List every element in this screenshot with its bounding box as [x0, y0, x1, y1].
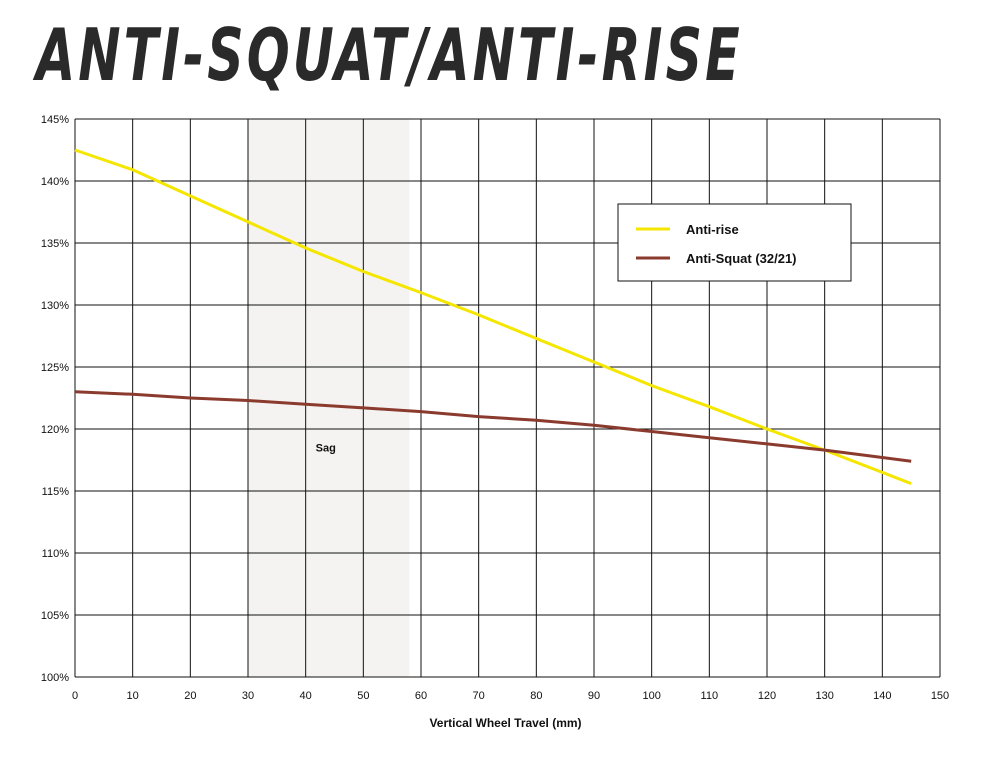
x-tick-label: 100	[642, 690, 660, 702]
y-tick-label: 120%	[41, 424, 69, 436]
x-tick-label: 80	[530, 690, 542, 702]
x-tick-label: 120	[758, 690, 776, 702]
x-tick-label: 150	[931, 690, 949, 702]
series-layer	[74, 148, 912, 485]
y-tick-label: 125%	[41, 362, 69, 374]
x-tick-label: 130	[815, 690, 833, 702]
x-tick-label: 90	[588, 690, 600, 702]
x-tick-label: 70	[473, 690, 485, 702]
y-tick-label: 105%	[41, 610, 69, 622]
tick-layer: 0 10 20 30 40 50 60 70 80 90 100 110 120 130 140 150 100…	[41, 114, 949, 702]
grid-layer	[74, 118, 941, 678]
y-tick-label: 135%	[41, 238, 69, 250]
chart-title: ANTI-SQUAT/ANTI-RISE	[36, 13, 743, 97]
x-tick-label: 10	[127, 690, 139, 702]
x-tick-label: 20	[184, 690, 196, 702]
y-tick-label: 145%	[41, 114, 69, 126]
legend-box	[617, 203, 852, 282]
x-tick-label: 140	[873, 690, 891, 702]
legend-label-2: Anti-Squat (32/21)	[686, 251, 797, 266]
y-tick-label: 115%	[42, 486, 70, 498]
x-tick-label: 40	[300, 690, 312, 702]
x-tick-label: 110	[701, 690, 719, 702]
y-tick-label: 100%	[41, 672, 69, 684]
x-tick-label: 0	[72, 690, 78, 702]
series-line-1	[74, 148, 912, 485]
sag-band-label: Sag	[316, 442, 336, 454]
legend-label-1: Anti-rise	[686, 222, 739, 237]
y-tick-label: 140%	[41, 176, 69, 188]
x-axis-label: Vertical Wheel Travel (mm)	[429, 716, 581, 730]
x-tick-label: 30	[242, 690, 254, 702]
series-line-2	[74, 390, 912, 463]
sag-band	[248, 119, 410, 677]
sag-band-layer: Sag	[248, 119, 410, 677]
x-tick-label: 50	[357, 690, 369, 702]
y-tick-label: 130%	[41, 300, 69, 312]
x-tick-label: 60	[415, 690, 427, 702]
legend: Anti-rise Anti-Squat (32/21)	[617, 203, 852, 282]
y-tick-label: 110%	[42, 548, 70, 560]
